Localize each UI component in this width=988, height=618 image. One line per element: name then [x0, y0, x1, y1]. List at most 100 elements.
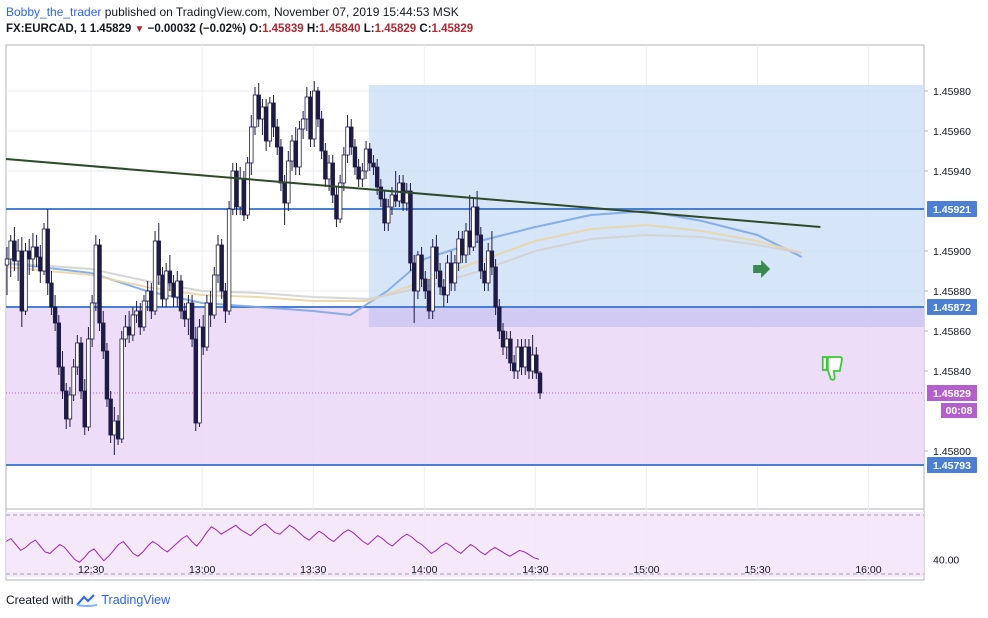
x-tick-label: 16:00	[855, 564, 881, 576]
candle-body	[167, 270, 173, 284]
candle-body	[19, 250, 25, 312]
author-link[interactable]: Bobby_the_trader	[6, 5, 102, 19]
candle-body	[64, 390, 69, 420]
candle-body	[171, 282, 176, 298]
y-tick-label: 1.45940	[933, 166, 971, 178]
candle-body	[138, 310, 143, 328]
candle-body	[493, 266, 498, 308]
candle-body	[15, 250, 21, 262]
candle-body	[163, 270, 169, 300]
candle-body	[134, 310, 139, 316]
low-value: 1.45829	[374, 23, 417, 35]
trendline	[5, 158, 821, 228]
long-position-zone	[368, 85, 924, 327]
candle-body	[337, 182, 343, 220]
candle-body	[304, 96, 310, 120]
candle-body	[519, 346, 524, 368]
candle-body	[441, 286, 446, 296]
candle-body	[434, 246, 439, 272]
symbol-label[interactable]: FX:EURCAD, 1	[6, 23, 87, 35]
candle-body	[389, 194, 395, 208]
zone-overlap	[368, 307, 924, 327]
candle-body	[130, 314, 136, 336]
ohlc-legend: FX:EURCAD, 1 1.45829 ▼ −0.00032 (−0.02%)…	[6, 23, 473, 35]
candle-body	[263, 106, 269, 142]
x-tick-label: 14:30	[522, 564, 548, 576]
candle-body	[511, 362, 517, 372]
level-price-tag-text: 1.45793	[933, 460, 971, 472]
candle-body	[108, 398, 113, 436]
x-tick-label: 15:30	[744, 564, 770, 576]
candle-body	[467, 230, 472, 248]
candle-body	[300, 118, 306, 130]
candle-body	[8, 240, 13, 260]
candle-body	[349, 126, 354, 148]
time-axis[interactable]: 12:30 13:00 13:30 14:00 14:30 15:00 15:30 16:00	[78, 564, 882, 576]
open-value: 1.45839	[262, 23, 304, 35]
candle-body	[386, 206, 391, 224]
candle-body	[352, 146, 358, 168]
candle-body	[60, 366, 65, 392]
candle-body	[408, 190, 413, 264]
candle-body	[486, 250, 491, 284]
candle-body	[149, 290, 154, 312]
candle-body	[360, 170, 365, 180]
candle-body	[215, 244, 221, 276]
candle-body	[260, 106, 265, 120]
candle-body	[463, 230, 469, 256]
candle-body	[141, 300, 147, 328]
last-price-tag	[927, 385, 977, 401]
candle-body	[474, 206, 480, 236]
candle-body	[200, 326, 206, 348]
candle-body	[445, 262, 450, 296]
candle-body	[182, 310, 187, 320]
countdown-tag-text: 00:08	[946, 405, 973, 417]
candle-body	[101, 322, 106, 352]
x-tick-label: 15:00	[633, 564, 659, 576]
candle-body	[430, 246, 435, 312]
candle-body	[508, 338, 513, 364]
triangle-down-icon: ▼	[134, 24, 145, 35]
candle-body	[208, 302, 213, 316]
candle-body	[23, 250, 28, 312]
candle-body	[89, 302, 95, 340]
candle-body	[537, 372, 543, 394]
trendline-group[interactable]	[5, 158, 821, 228]
candle-body	[71, 366, 76, 396]
candle-body	[330, 162, 335, 196]
footer: Created with TradingView	[6, 593, 170, 607]
rsi-band	[6, 512, 924, 577]
candle-body	[67, 394, 73, 420]
candle-body	[523, 346, 528, 368]
tradingview-link[interactable]: TradingView	[101, 593, 171, 607]
candle-body	[267, 102, 273, 142]
level-price-tag	[927, 457, 977, 473]
candle-body	[393, 194, 398, 202]
signal-markers	[753, 260, 843, 381]
price-axis[interactable]: 1.45980 1.45960 1.45940 1.45900 1.45880 1.458…	[924, 86, 977, 473]
candle-body	[249, 126, 254, 164]
candle-body	[12, 240, 17, 262]
rsi-indicator: 40.00	[5, 512, 959, 577]
price-change: −0.00032 (−0.02%)	[147, 23, 247, 35]
candle-body	[489, 250, 495, 268]
candle-body	[415, 254, 421, 292]
rsi-level-label: 40.00	[933, 554, 959, 566]
candles	[4, 81, 543, 455]
level-price-tag-text: 1.45872	[933, 302, 971, 314]
candle-body	[319, 118, 324, 152]
candle-body	[49, 282, 54, 308]
candle-body	[504, 338, 509, 348]
open-label: O:	[249, 23, 263, 35]
candle-body	[45, 228, 50, 284]
candle-body	[530, 354, 535, 372]
candle-body	[56, 322, 62, 368]
candle-body	[326, 162, 332, 180]
candle-body	[411, 262, 417, 292]
candle-body	[312, 90, 317, 140]
candle-body	[86, 338, 91, 428]
y-tick-label: 1.45980	[933, 86, 971, 98]
candle-body	[38, 256, 43, 272]
candle-body	[156, 240, 161, 276]
